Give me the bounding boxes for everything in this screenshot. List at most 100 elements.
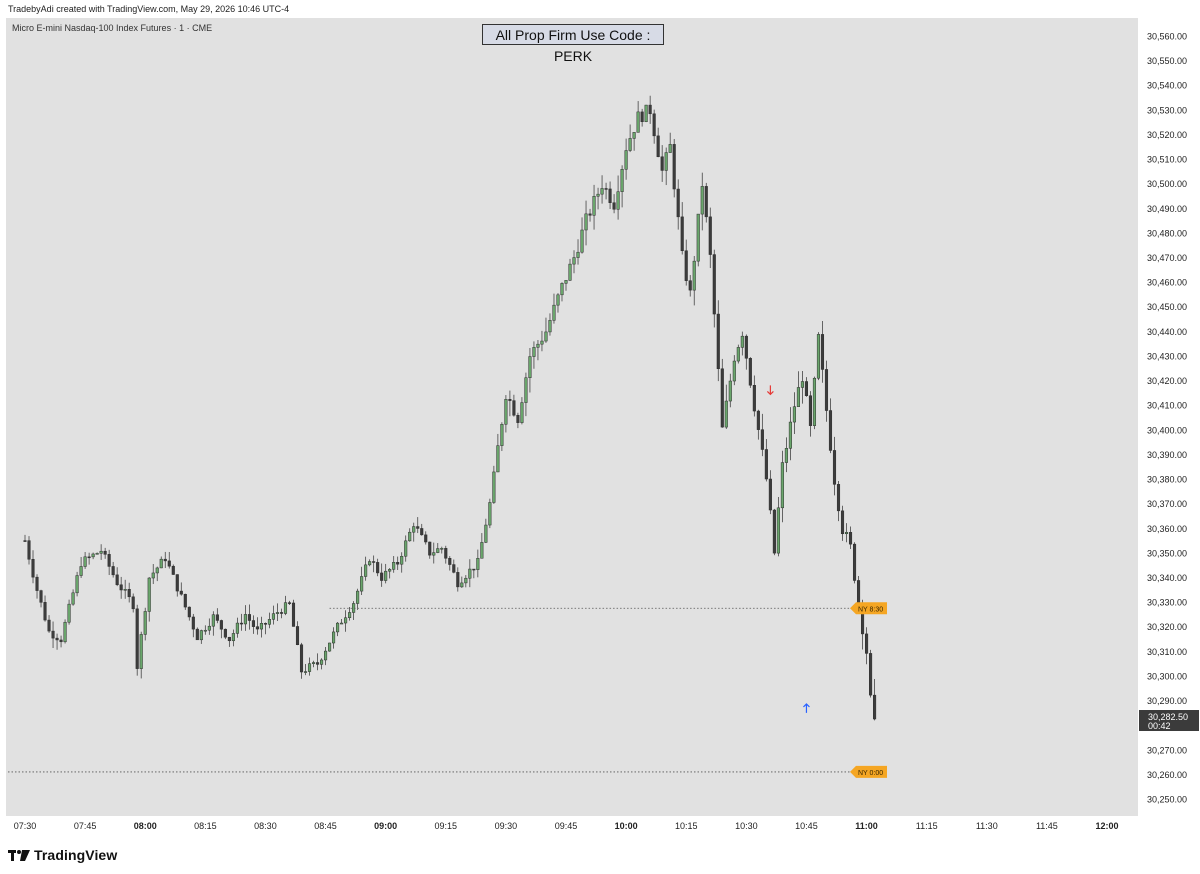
candle-up <box>492 471 496 503</box>
candle-up <box>311 662 316 664</box>
candle-up <box>500 424 504 446</box>
candle-up <box>724 400 728 428</box>
candle-down <box>47 619 51 632</box>
candle-down <box>836 484 841 512</box>
candle-up <box>211 614 215 627</box>
candle-up <box>800 381 804 388</box>
candle-down <box>115 574 119 586</box>
candle-down <box>287 602 292 604</box>
candle-up <box>392 562 396 570</box>
candle-up <box>348 612 352 618</box>
candle-down <box>263 623 267 625</box>
candle-up <box>524 377 528 403</box>
candle-up <box>696 213 700 262</box>
candle-up <box>728 380 732 402</box>
candle-down <box>804 381 808 396</box>
symbol-title[interactable]: Micro E-mini Nasdaq-100 Index Futures · … <box>12 23 213 33</box>
candle-up <box>436 548 440 553</box>
price-tick-label: 30,520.00 <box>1147 130 1187 140</box>
candle-up <box>552 304 556 321</box>
candle-up <box>319 659 324 665</box>
candle-down <box>772 509 776 554</box>
candle-up <box>67 603 71 623</box>
candle-down <box>191 616 195 630</box>
candle-up <box>544 331 548 342</box>
candle-down <box>127 589 131 598</box>
candle-down <box>51 630 55 639</box>
candle-down <box>376 562 380 574</box>
candle-up <box>199 630 203 641</box>
candle-down <box>420 528 424 536</box>
candle-up <box>568 263 572 281</box>
chart-plot-area[interactable] <box>6 18 1138 816</box>
candle-down <box>869 653 873 696</box>
candle-down <box>712 254 716 315</box>
candle-down <box>704 186 708 218</box>
candle-up <box>344 617 348 624</box>
candle-up <box>99 550 103 554</box>
candle-down <box>223 628 227 638</box>
price-tick-label: 30,270.00 <box>1147 745 1187 755</box>
candle-down <box>171 565 175 575</box>
candle-up <box>460 582 464 588</box>
candle-down <box>35 576 39 591</box>
candle-up <box>143 611 147 635</box>
candle-down <box>512 400 516 416</box>
candle-up <box>464 577 468 584</box>
candle-down <box>295 626 300 645</box>
candle-up <box>572 257 576 265</box>
candle-up <box>259 623 263 630</box>
candle-up <box>784 448 788 463</box>
tradingview-logo[interactable]: TradingView <box>8 846 117 864</box>
candle-down <box>764 449 768 480</box>
candle-down <box>865 633 869 654</box>
candle-up <box>412 526 416 533</box>
price-tick-label: 30,300.00 <box>1147 671 1187 681</box>
candle-down <box>676 188 680 218</box>
time-tick-label: 11:15 <box>916 821 938 831</box>
candle-up <box>620 169 624 192</box>
price-tick-label: 30,340.00 <box>1147 573 1187 583</box>
candle-down <box>219 620 223 630</box>
candle-down <box>660 156 664 171</box>
price-axis[interactable]: 30,560.00 30,550.00 30,540.00 30,530.00 30,5… <box>1138 18 1200 818</box>
candle-down <box>39 590 43 603</box>
candle-up <box>95 553 99 555</box>
candle-up <box>275 612 280 614</box>
up-arrow-icon <box>803 703 810 713</box>
candle-up <box>408 531 412 542</box>
candle-down <box>444 548 448 559</box>
time-axis[interactable]: 07:30 07:45 08:00 08:15 08:30 08:45 09:00 09:15… <box>6 816 1138 840</box>
candle-up <box>480 542 484 559</box>
price-tick-label: 30,500.00 <box>1147 179 1187 189</box>
candle-up <box>576 251 580 258</box>
candles-layer <box>23 95 877 721</box>
time-tick-label: 07:30 <box>14 821 37 831</box>
price-tick-label: 30,440.00 <box>1147 327 1187 337</box>
candle-up <box>476 558 480 570</box>
candle-up <box>560 283 564 296</box>
candle-up <box>844 532 849 535</box>
candle-down <box>43 602 47 621</box>
time-tick-label: 11:30 <box>976 821 998 831</box>
price-tick-label: 30,360.00 <box>1147 524 1187 534</box>
time-tick-label: 07:45 <box>74 821 97 831</box>
time-tick-label: 09:45 <box>555 821 578 831</box>
candle-down <box>448 558 452 565</box>
candle-up <box>83 556 87 567</box>
price-tick-label: 30,470.00 <box>1147 253 1187 263</box>
candle-down <box>708 216 712 255</box>
candle-down <box>680 216 684 251</box>
candle-up <box>91 553 95 558</box>
level-tag <box>850 602 887 615</box>
candle-down <box>716 313 720 370</box>
candle-up <box>340 622 344 625</box>
candle-down <box>239 622 243 625</box>
time-tick-label: 10:00 <box>615 821 638 831</box>
candle-down <box>215 614 219 621</box>
promo-banner: All Prop Firm Use Code : PERK <box>482 24 664 64</box>
price-tick-label: 30,250.00 <box>1147 795 1187 805</box>
price-tick-label: 30,480.00 <box>1147 228 1187 238</box>
candle-down <box>372 561 376 563</box>
candle-up <box>368 561 372 566</box>
